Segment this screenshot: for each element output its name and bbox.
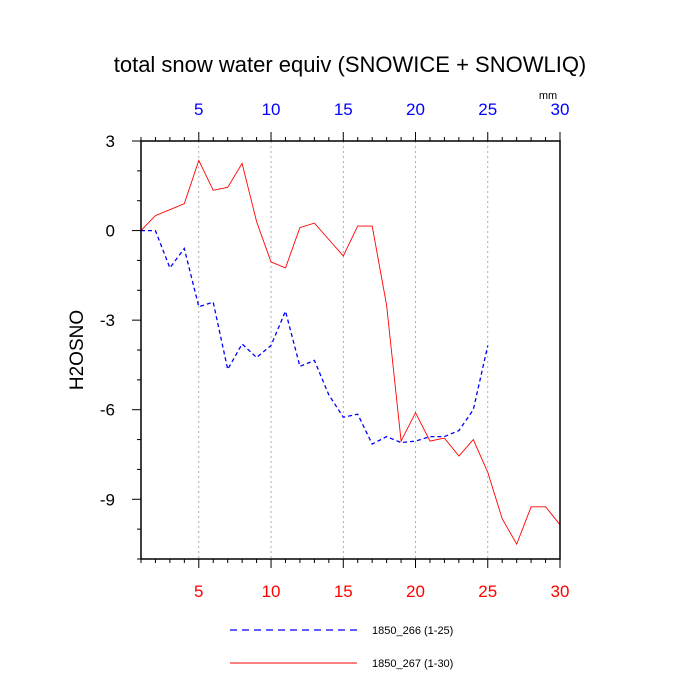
y-axis-label: H2OSNO [67, 310, 88, 390]
legend-label-2: 1850_267 (1-30) [372, 658, 453, 670]
chart-title: total snow water equiv (SNOWICE + SNOWLI… [114, 52, 587, 77]
x-tick-label-top: 25 [478, 100, 497, 119]
units-label: mm [539, 90, 557, 102]
x-tick-label-bottom: 20 [406, 582, 425, 601]
x-tick-label-bottom: 15 [334, 582, 353, 601]
x-tick-label-top: 20 [406, 100, 425, 119]
x-tick-label-bottom: 30 [551, 582, 570, 601]
y-tick-label: 3 [106, 132, 115, 151]
x-tick-label-bottom: 25 [478, 582, 497, 601]
y-tick-label: -6 [100, 401, 115, 420]
x-tick-label-bottom: 5 [194, 582, 203, 601]
plot-frame [140, 140, 561, 560]
legend-label-1: 1850_266 (1-25) [372, 625, 453, 637]
legend: 1850_266 (1-25) 1850_267 (1-30) [230, 625, 453, 670]
series-line-1 [141, 229, 489, 445]
x-tick-label-top: 10 [262, 100, 281, 119]
y-tick-label: -3 [100, 311, 115, 330]
series-line-2 [140, 159, 561, 546]
y-tick-label: -9 [100, 490, 115, 509]
series-layer [140, 159, 561, 546]
y-tick-label: 0 [106, 222, 115, 241]
x-tick-label-bottom: 10 [262, 582, 281, 601]
x-tick-label-top: 5 [194, 100, 203, 119]
grid [198, 141, 489, 559]
x-tick-label-top: 15 [334, 100, 353, 119]
x-tick-label-top: 30 [551, 100, 570, 119]
